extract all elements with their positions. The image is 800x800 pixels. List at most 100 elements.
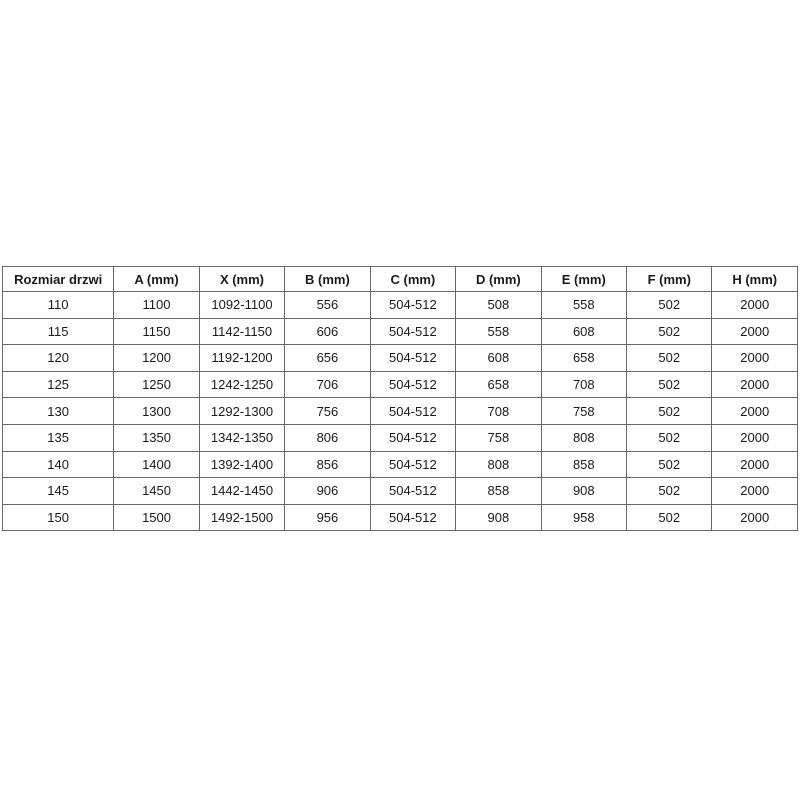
header-cell: A (mm) — [113, 266, 200, 292]
table-cell: 502 — [626, 450, 713, 479]
table-cell: 125 — [1, 370, 115, 399]
table-cell: 706 — [284, 370, 371, 399]
table-cell: 504-512 — [369, 291, 457, 319]
table-row: 125 1250 1242-1250 706 504-512 658 708 502 2000 — [1, 370, 798, 399]
table-row: 115 1150 1142-1150 606 504-512 558 608 502 2000 — [1, 317, 798, 346]
table-row: 140 1400 1392-1400 856 504-512 808 858 502 2000 — [1, 450, 798, 479]
table-cell: 1092-1100 — [198, 291, 286, 319]
table-cell: 140 — [1, 450, 115, 479]
table-cell: 758 — [540, 397, 628, 425]
table-cell: 1242-1250 — [198, 370, 286, 399]
dimensions-table-container: Rozmiar drzwi A (mm) X (mm) B (mm) C (mm) D (… — [1, 266, 798, 532]
table-cell: 502 — [626, 370, 713, 399]
table-cell: 556 — [284, 291, 371, 319]
header-row: Rozmiar drzwi A (mm) X (mm) B (mm) C (mm) D (… — [1, 266, 798, 292]
table-cell: 1150 — [113, 317, 200, 346]
table-cell: 502 — [626, 344, 713, 372]
table-cell: 558 — [455, 317, 542, 346]
table-cell: 504-512 — [369, 344, 457, 372]
table-cell: 504-512 — [369, 317, 457, 346]
table-cell: 2000 — [711, 397, 798, 425]
table-cell: 906 — [284, 477, 371, 505]
table-cell: 502 — [626, 317, 713, 346]
table-cell: 1192-1200 — [198, 344, 286, 372]
table-cell: 1350 — [113, 423, 200, 452]
table-cell: 130 — [1, 397, 115, 425]
table-cell: 1500 — [113, 503, 200, 532]
table-cell: 508 — [455, 291, 542, 319]
table-cell: 658 — [455, 370, 542, 399]
table-row: 150 1500 1492-1500 956 504-512 908 958 502 2000 — [1, 503, 798, 532]
table-body: 110 1100 1092-1100 556 504-512 508 558 502 2000 1… — [1, 291, 798, 532]
table-cell: 120 — [1, 344, 115, 372]
table-cell: 2000 — [711, 344, 798, 372]
table-cell: 115 — [1, 317, 115, 346]
table-row: 110 1100 1092-1100 556 504-512 508 558 502 2000 — [1, 291, 798, 319]
table-cell: 758 — [455, 423, 542, 452]
table-cell: 2000 — [711, 291, 798, 319]
table-cell: 558 — [540, 291, 628, 319]
header-cell: Rozmiar drzwi — [1, 266, 115, 292]
table-cell: 858 — [540, 450, 628, 479]
table-cell: 2000 — [711, 503, 798, 532]
header-cell: D (mm) — [455, 266, 542, 292]
table-cell: 504-512 — [369, 397, 457, 425]
table-cell: 1300 — [113, 397, 200, 425]
table-cell: 1392-1400 — [198, 450, 286, 479]
table-row: 120 1200 1192-1200 656 504-512 608 658 502 2000 — [1, 344, 798, 372]
table-row: 145 1450 1442-1450 906 504-512 858 908 502 2000 — [1, 477, 798, 505]
header-cell: E (mm) — [540, 266, 628, 292]
table-cell: 504-512 — [369, 370, 457, 399]
table-cell: 608 — [455, 344, 542, 372]
header-cell: B (mm) — [284, 266, 371, 292]
table-cell: 856 — [284, 450, 371, 479]
table-cell: 2000 — [711, 450, 798, 479]
table-cell: 1450 — [113, 477, 200, 505]
table-cell: 2000 — [711, 317, 798, 346]
table-cell: 1442-1450 — [198, 477, 286, 505]
table-cell: 150 — [1, 503, 115, 532]
table-cell: 504-512 — [369, 503, 457, 532]
table-cell: 502 — [626, 423, 713, 452]
table-cell: 606 — [284, 317, 371, 346]
table-cell: 1292-1300 — [198, 397, 286, 425]
table-cell: 1492-1500 — [198, 503, 286, 532]
header-cell: X (mm) — [198, 266, 286, 292]
table-cell: 504-512 — [369, 477, 457, 505]
table-cell: 1400 — [113, 450, 200, 479]
table-cell: 110 — [1, 291, 115, 319]
table-cell: 504-512 — [369, 423, 457, 452]
table-header: Rozmiar drzwi A (mm) X (mm) B (mm) C (mm) D (… — [1, 266, 798, 292]
table-cell: 806 — [284, 423, 371, 452]
table-cell: 2000 — [711, 423, 798, 452]
table-row: 135 1350 1342-1350 806 504-512 758 808 502 2000 — [1, 423, 798, 452]
table-cell: 1200 — [113, 344, 200, 372]
table-cell: 956 — [284, 503, 371, 532]
table-cell: 908 — [540, 477, 628, 505]
table-row: 130 1300 1292-1300 756 504-512 708 758 502 2000 — [1, 397, 798, 425]
table-cell: 135 — [1, 423, 115, 452]
table-cell: 958 — [540, 503, 628, 532]
table-cell: 658 — [540, 344, 628, 372]
table-cell: 502 — [626, 291, 713, 319]
header-cell: F (mm) — [626, 266, 713, 292]
table-cell: 1342-1350 — [198, 423, 286, 452]
table-cell: 756 — [284, 397, 371, 425]
table-cell: 2000 — [711, 477, 798, 505]
header-cell: C (mm) — [369, 266, 457, 292]
table-cell: 608 — [540, 317, 628, 346]
table-cell: 145 — [1, 477, 115, 505]
table-cell: 1100 — [113, 291, 200, 319]
table-cell: 1250 — [113, 370, 200, 399]
table-cell: 656 — [284, 344, 371, 372]
table-cell: 504-512 — [369, 450, 457, 479]
table-cell: 1142-1150 — [198, 317, 286, 346]
table-cell: 502 — [626, 477, 713, 505]
table-cell: 858 — [455, 477, 542, 505]
table-cell: 708 — [455, 397, 542, 425]
table-cell: 2000 — [711, 370, 798, 399]
table-cell: 808 — [455, 450, 542, 479]
table-cell: 908 — [455, 503, 542, 532]
dimensions-table: Rozmiar drzwi A (mm) X (mm) B (mm) C (mm) D (… — [1, 266, 798, 532]
